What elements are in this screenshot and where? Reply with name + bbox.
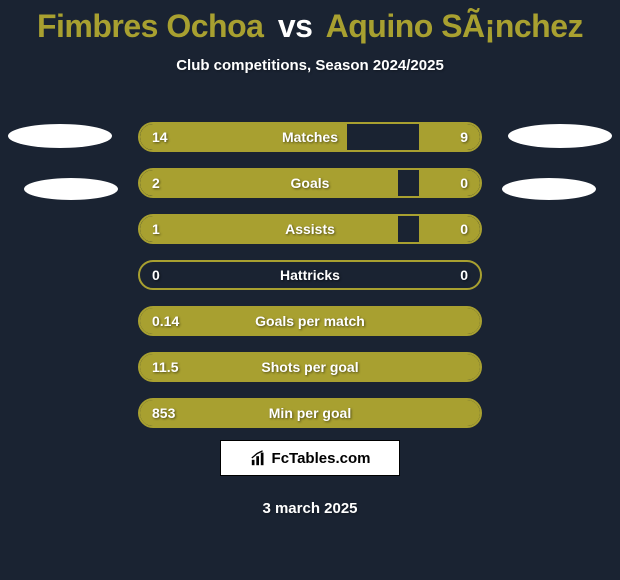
decorative-ellipse [8,124,112,148]
decorative-ellipse [24,178,118,200]
stat-bar: 11.5Shots per goal [138,352,482,382]
stat-label: Matches [140,124,480,150]
stats-bars-container: 14Matches92Goals01Assists00Hattricks00.1… [138,122,482,444]
decorative-ellipse [502,178,596,200]
vs-label: vs [278,8,313,44]
stat-bar: 0Hattricks0 [138,260,482,290]
stat-value-right: 0 [460,170,468,196]
date-label: 3 march 2025 [0,500,620,517]
stat-bar: 0.14Goals per match [138,306,482,336]
stat-label: Assists [140,216,480,242]
stat-bar: 853Min per goal [138,398,482,428]
stat-label: Goals per match [140,308,480,334]
decorative-ellipse [508,124,612,148]
logo-text: FcTables.com [272,450,371,467]
stat-value-right: 0 [460,262,468,288]
player2-name: Aquino SÃ¡nchez [326,8,583,44]
source-logo: FcTables.com [220,440,400,476]
comparison-title: Fimbres Ochoa vs Aquino SÃ¡nchez [0,0,620,45]
stat-label: Min per goal [140,400,480,426]
stat-label: Shots per goal [140,354,480,380]
stat-bar: 2Goals0 [138,168,482,198]
subtitle: Club competitions, Season 2024/2025 [0,57,620,74]
stat-value-right: 9 [460,124,468,150]
player1-name: Fimbres Ochoa [37,8,263,44]
stat-bar: 1Assists0 [138,214,482,244]
stat-label: Goals [140,170,480,196]
chart-icon [250,449,268,467]
stat-label: Hattricks [140,262,480,288]
stat-value-right: 0 [460,216,468,242]
stat-bar: 14Matches9 [138,122,482,152]
